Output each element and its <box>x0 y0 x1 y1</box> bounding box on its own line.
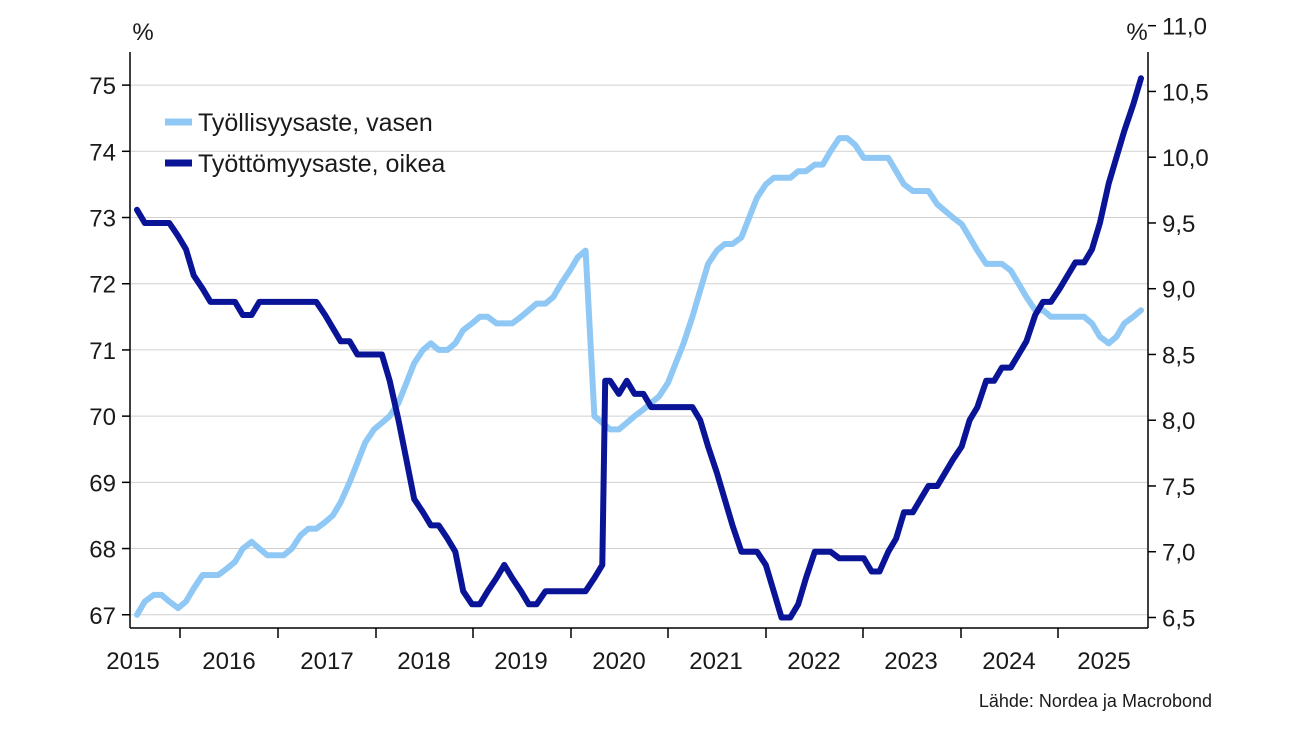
right-tick-label: 7,5 <box>1162 474 1195 501</box>
left-tick-label: 75 <box>89 73 116 100</box>
x-tick-label: 2017 <box>300 648 353 675</box>
left-tick-label: 71 <box>89 338 116 365</box>
x-tick-label: 2025 <box>1077 648 1130 675</box>
right-tick-label: 9,0 <box>1162 277 1195 304</box>
x-tick-label: 2016 <box>202 648 255 675</box>
right-tick-label: 10,5 <box>1162 79 1209 106</box>
legend: Työllisyysaste, vasen Työttömyysaste, oi… <box>165 109 445 178</box>
left-tick-label: 69 <box>89 470 116 497</box>
left-tick-label: 74 <box>89 139 116 166</box>
left-unit-label: % <box>132 19 153 46</box>
x-tick-label: 2022 <box>787 648 840 675</box>
right-tick-label: 10,0 <box>1162 145 1209 172</box>
x-tick-label: 2023 <box>884 648 937 675</box>
x-tick-label: 2019 <box>494 648 547 675</box>
series-line-unemployment <box>134 75 1144 621</box>
right-tick-label: 8,0 <box>1162 408 1195 435</box>
left-tick-label: 70 <box>89 404 116 431</box>
right-unit-label: % <box>1126 19 1147 46</box>
label-layer: % % Lähde: Nordea ja Macrobond <box>132 19 1212 711</box>
right-tick-label: 6,5 <box>1162 605 1195 632</box>
axis-layer: 67 68 69 70 71 72 73 74 75 6,5 7,0 7,5 8,0 8,5 9,0 9,5 1… <box>89 14 1208 675</box>
right-tick-label: 9,5 <box>1162 211 1195 238</box>
right-tick-label: 7,0 <box>1162 540 1195 567</box>
left-tick-label: 67 <box>89 603 116 630</box>
x-tick-label: 2020 <box>592 648 645 675</box>
legend-label-unemployment: Työttömyysaste, oikea <box>198 150 445 178</box>
x-tick-label: 2015 <box>106 648 159 675</box>
x-tick-label: 2018 <box>397 648 450 675</box>
series-line-employment <box>134 135 1144 618</box>
right-tick-label: 11,0 <box>1162 14 1207 41</box>
legend-label-employment: Työllisyysaste, vasen <box>198 109 433 137</box>
x-tick-label: 2024 <box>982 648 1035 675</box>
series-layer <box>134 75 1144 621</box>
left-tick-label: 68 <box>89 537 116 564</box>
grid-layer <box>130 84 1148 616</box>
left-tick-label: 72 <box>89 272 116 299</box>
left-tick-label: 73 <box>89 206 116 233</box>
right-tick-label: 8,5 <box>1162 342 1195 369</box>
x-tick-label: 2021 <box>689 648 742 675</box>
source-label: Lähde: Nordea ja Macrobond <box>979 691 1212 711</box>
